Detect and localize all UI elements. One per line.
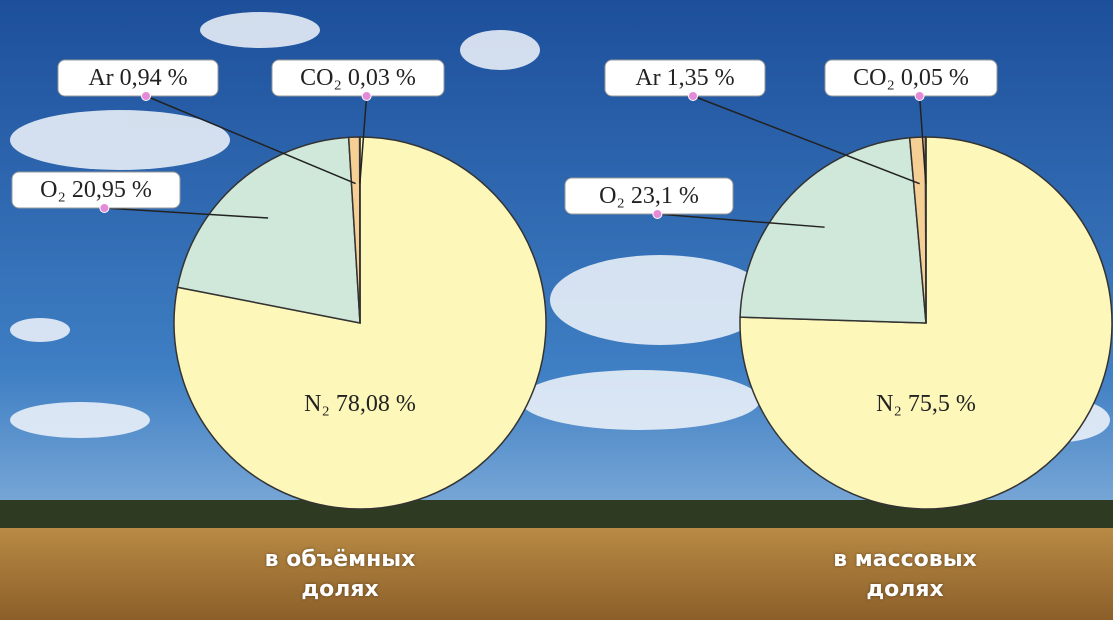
- category-label: Ar: [635, 65, 660, 91]
- data-label-text: N₂ 78,08 %: [304, 391, 416, 417]
- value-label: 78,08 %: [336, 391, 416, 417]
- data-label: N₂ 75,5 %: [876, 391, 976, 417]
- value-label: 0,05 %: [901, 65, 969, 91]
- value-label: 75,5 %: [908, 391, 976, 417]
- data-label-text: CO₂ 0,05 %: [853, 65, 969, 91]
- chart: N₂ 78,08 % O₂ 20,95 % Ar 0,94 % CO₂ 0,03 % N…: [0, 0, 1113, 620]
- data-label-text: O₂ 20,95 %: [40, 177, 152, 203]
- category-label: N₂: [304, 391, 330, 417]
- label-dot: [915, 92, 924, 101]
- label-dot: [362, 92, 371, 101]
- value-label: 0,94 %: [120, 65, 188, 91]
- value-label: 1,35 %: [667, 65, 735, 91]
- data-label-text: N₂ 75,5 %: [876, 391, 976, 417]
- data-label-text: Ar 0,94 %: [88, 65, 187, 91]
- label-dot: [100, 204, 109, 213]
- data-label-text: O₂ 23,1 %: [599, 183, 699, 209]
- data-label-text: Ar 1,35 %: [635, 65, 734, 91]
- label-dot: [689, 92, 698, 101]
- chart-caption: в объёмных долях: [250, 545, 430, 605]
- data-label: N₂ 78,08 %: [304, 391, 416, 417]
- value-label: 0,03 %: [348, 65, 416, 91]
- value-label: 20,95 %: [72, 177, 152, 203]
- category-label: CO₂: [853, 65, 895, 91]
- page: N₂ 78,08 % O₂ 20,95 % Ar 0,94 % CO₂ 0,03 % N…: [0, 0, 1113, 620]
- value-label: 23,1 %: [631, 183, 699, 209]
- category-label: O₂: [599, 183, 625, 209]
- category-label: CO₂: [300, 65, 342, 91]
- category-label: Ar: [88, 65, 113, 91]
- label-dot: [142, 92, 151, 101]
- pie-slice: [925, 137, 926, 323]
- category-label: N₂: [876, 391, 902, 417]
- label-dot: [653, 210, 662, 219]
- chart-caption: в массовых долях: [815, 545, 995, 605]
- data-label-text: CO₂ 0,03 %: [300, 65, 416, 91]
- category-label: O₂: [40, 177, 66, 203]
